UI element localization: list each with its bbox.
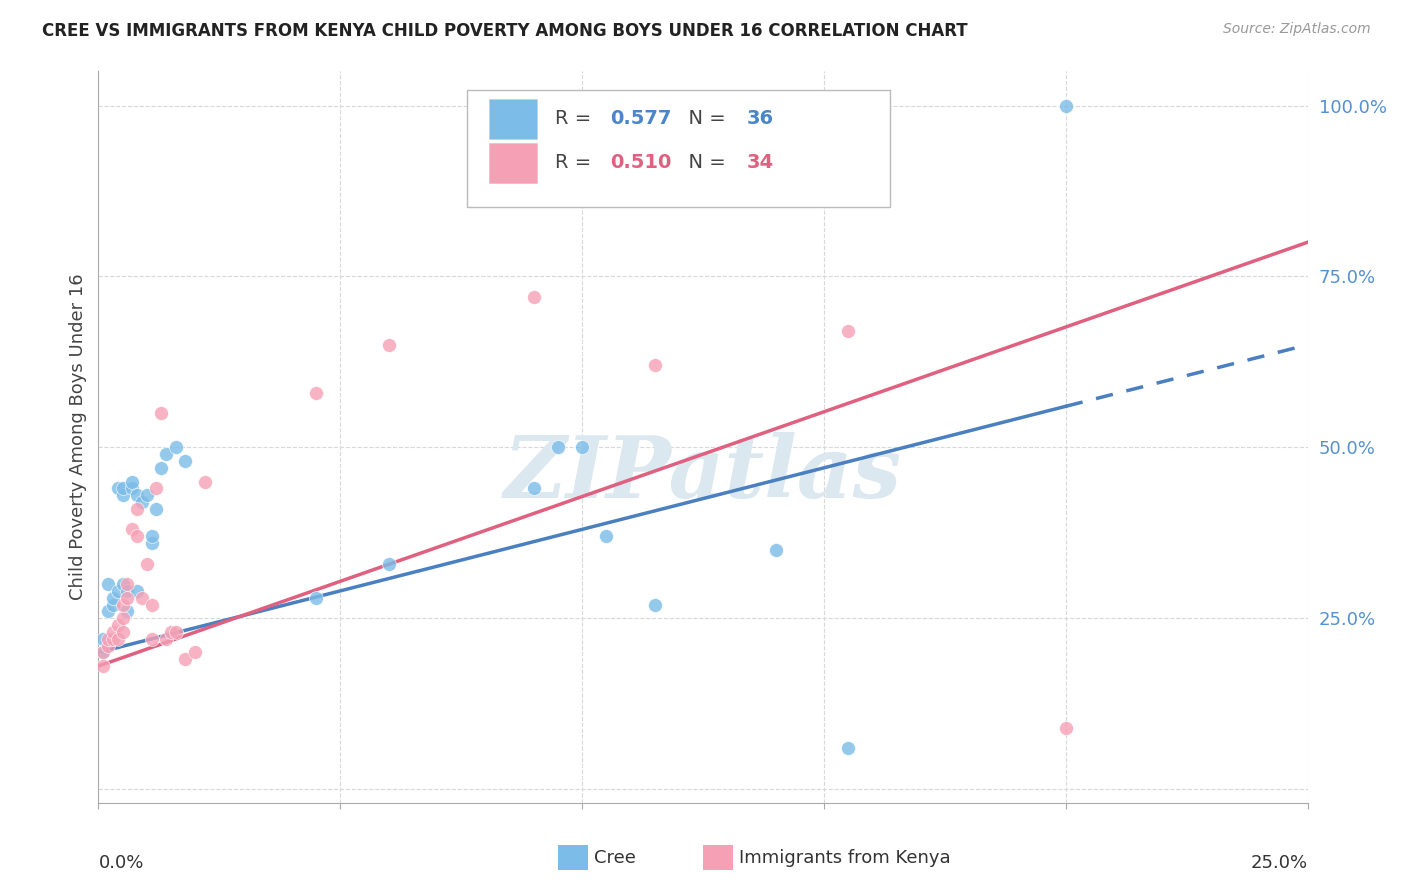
Point: [127, 529, 149, 543]
Point: [97, 632, 120, 646]
FancyBboxPatch shape: [558, 845, 588, 871]
Point: [107, 583, 129, 598]
Point: [174, 652, 197, 666]
Point: [1054, 721, 1077, 735]
Point: [174, 454, 197, 468]
Point: [127, 583, 149, 598]
Point: [837, 741, 859, 756]
Point: [111, 598, 134, 612]
Text: R =: R =: [555, 110, 598, 128]
Point: [111, 481, 134, 495]
Point: [97, 577, 120, 591]
FancyBboxPatch shape: [489, 143, 537, 183]
Point: [1054, 98, 1077, 112]
Point: [121, 475, 143, 489]
Point: [131, 591, 153, 605]
Text: 0.577: 0.577: [610, 110, 671, 128]
Point: [305, 591, 328, 605]
Point: [141, 536, 163, 550]
Point: [91, 645, 114, 659]
Point: [145, 481, 167, 495]
Point: [150, 406, 173, 420]
Point: [155, 447, 177, 461]
Text: CREE VS IMMIGRANTS FROM KENYA CHILD POVERTY AMONG BOYS UNDER 16 CORRELATION CHAR: CREE VS IMMIGRANTS FROM KENYA CHILD POVE…: [42, 22, 967, 40]
Point: [127, 488, 149, 502]
Point: [111, 624, 134, 639]
Point: [765, 542, 787, 557]
Point: [101, 591, 124, 605]
Point: [547, 440, 569, 454]
Point: [107, 481, 129, 495]
Point: [131, 495, 153, 509]
Point: [121, 481, 143, 495]
Point: [107, 632, 129, 646]
Point: [135, 557, 157, 571]
Text: 36: 36: [747, 110, 773, 128]
Point: [523, 481, 546, 495]
Point: [97, 639, 120, 653]
Point: [150, 460, 173, 475]
Point: [595, 529, 617, 543]
Point: [127, 501, 149, 516]
Point: [155, 632, 177, 646]
Point: [111, 488, 134, 502]
Point: [523, 290, 546, 304]
Point: [117, 577, 139, 591]
Text: N =: N =: [676, 153, 733, 172]
Point: [141, 632, 163, 646]
Point: [117, 604, 139, 618]
Point: [141, 529, 163, 543]
Point: [101, 624, 124, 639]
Point: [117, 591, 139, 605]
Text: 0.510: 0.510: [610, 153, 671, 172]
Point: [571, 440, 593, 454]
Point: [91, 645, 114, 659]
Point: [91, 659, 114, 673]
Point: [107, 618, 129, 632]
Point: [194, 475, 217, 489]
Text: Source: ZipAtlas.com: Source: ZipAtlas.com: [1223, 22, 1371, 37]
FancyBboxPatch shape: [703, 845, 734, 871]
Text: 0.0%: 0.0%: [98, 854, 143, 872]
Point: [644, 359, 666, 373]
FancyBboxPatch shape: [467, 90, 890, 207]
Text: R =: R =: [555, 153, 598, 172]
Point: [160, 624, 183, 639]
Point: [184, 645, 207, 659]
Point: [377, 557, 399, 571]
Point: [141, 598, 163, 612]
Point: [165, 624, 187, 639]
Point: [135, 488, 157, 502]
Point: [377, 338, 399, 352]
Text: ZIPatlas: ZIPatlas: [503, 432, 903, 516]
Point: [837, 324, 859, 338]
Text: 34: 34: [747, 153, 773, 172]
Point: [111, 577, 134, 591]
FancyBboxPatch shape: [489, 99, 537, 139]
Point: [101, 632, 124, 646]
Text: 25.0%: 25.0%: [1250, 854, 1308, 872]
Point: [165, 440, 187, 454]
Text: Cree: Cree: [595, 848, 636, 867]
Point: [117, 583, 139, 598]
Point: [91, 632, 114, 646]
Point: [305, 385, 328, 400]
Point: [111, 611, 134, 625]
Y-axis label: Child Poverty Among Boys Under 16: Child Poverty Among Boys Under 16: [69, 274, 87, 600]
Point: [97, 604, 120, 618]
Point: [101, 598, 124, 612]
Text: N =: N =: [676, 110, 733, 128]
Point: [145, 501, 167, 516]
Point: [644, 598, 666, 612]
Text: Immigrants from Kenya: Immigrants from Kenya: [740, 848, 950, 867]
Point: [121, 522, 143, 536]
